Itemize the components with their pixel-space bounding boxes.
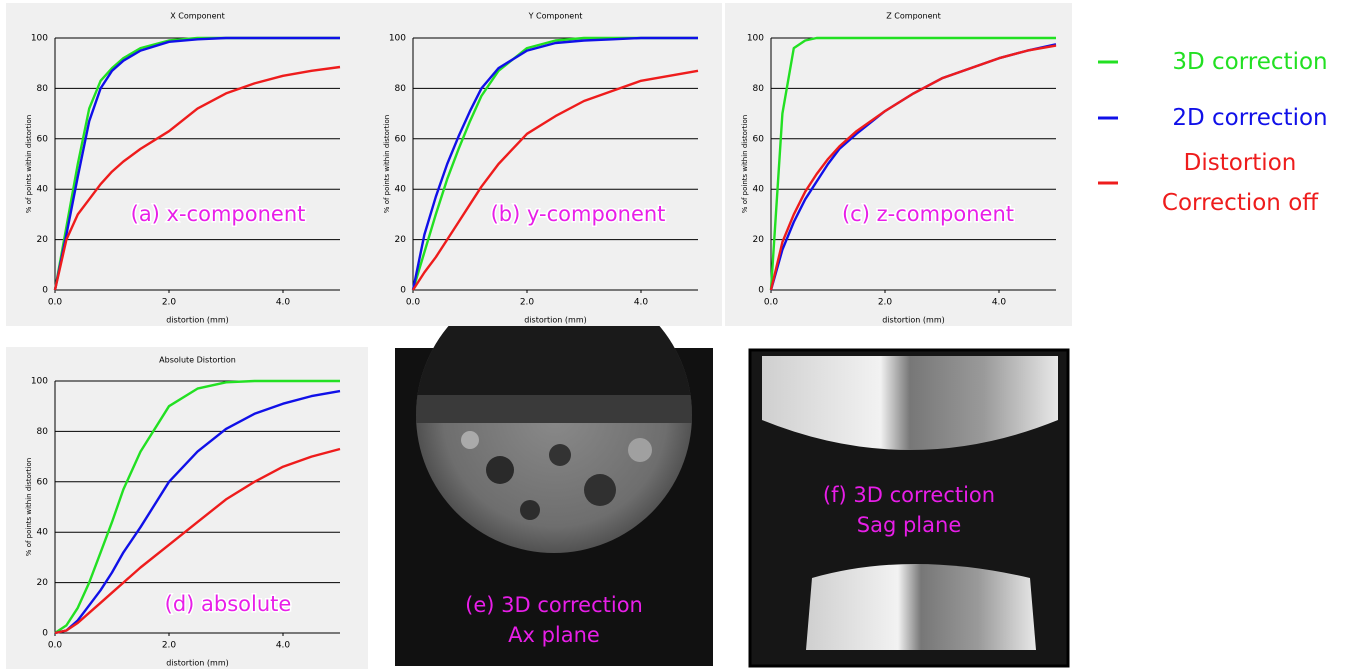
y-tick-label: 0	[758, 286, 764, 296]
panel-background	[6, 3, 368, 326]
legend-label: Distortion Correction off	[1140, 143, 1340, 223]
panel-annotation: (c) z-component	[842, 202, 1014, 226]
y-tick-label: 40	[37, 528, 49, 538]
y-tick-label: 80	[37, 427, 49, 437]
chart-title: Absolute Distortion	[159, 356, 236, 365]
y-tick-label: 20	[37, 235, 49, 245]
y-tick-label: 80	[395, 84, 407, 94]
caption-line: (e) 3D correction	[395, 590, 713, 620]
y-tick-label: 80	[753, 84, 765, 94]
y-tick-label: 100	[747, 34, 764, 44]
y-tick-label: 40	[753, 185, 765, 195]
y-tick-label: 80	[37, 84, 49, 94]
panel-annotation: (d) absolute	[165, 592, 292, 616]
x-tick-label: 4.0	[992, 298, 1007, 308]
caption-line: Ax plane	[395, 620, 713, 650]
x-tick-label: 2.0	[520, 298, 535, 308]
x-axis-label: distortion (mm)	[524, 316, 586, 325]
y-tick-label: 60	[37, 477, 49, 487]
chart-title: Y Component	[528, 12, 583, 21]
y-tick-label: 100	[31, 34, 48, 44]
y-tick-label: 20	[37, 578, 49, 588]
x-tick-label: 4.0	[276, 641, 291, 651]
y-tick-label: 0	[400, 286, 406, 296]
y-tick-label: 60	[37, 134, 49, 144]
y-axis-label: % of points within distortion	[25, 115, 33, 213]
y-tick-label: 60	[395, 134, 407, 144]
y-tick-label: 20	[753, 235, 765, 245]
caption-line: (f) 3D correction	[750, 480, 1068, 510]
y-tick-label: 0	[42, 629, 48, 639]
y-tick-label: 100	[389, 34, 406, 44]
y-axis-label: % of points within distortion	[383, 115, 391, 213]
y-tick-label: 0	[42, 286, 48, 296]
y-axis-label: % of points within distortion	[741, 115, 749, 213]
y-tick-label: 40	[37, 185, 49, 195]
mri-sagittal-lower	[806, 564, 1036, 650]
y-tick-label: 100	[31, 377, 48, 387]
x-tick-label: 4.0	[634, 298, 649, 308]
x-tick-label: 0.0	[764, 298, 779, 308]
figure: X Component distortion (mm) % of points wi…	[0, 0, 1351, 669]
x-axis-label: distortion (mm)	[882, 316, 944, 325]
x-tick-label: 0.0	[406, 298, 421, 308]
x-axis-label: distortion (mm)	[166, 316, 228, 325]
chart-title: X Component	[170, 12, 224, 21]
x-axis-label: distortion (mm)	[166, 659, 228, 668]
chart-title: Z Component	[886, 12, 940, 21]
panel-annotation: (a) x-component	[131, 202, 306, 226]
x-tick-label: 2.0	[162, 298, 177, 308]
panel-annotation: (b) y-component	[491, 202, 666, 226]
x-tick-label: 0.0	[48, 298, 63, 308]
y-axis-label: % of points within distortion	[25, 458, 33, 556]
legend-label: 2D correction	[1140, 98, 1351, 138]
y-tick-label: 40	[395, 185, 407, 195]
x-tick-label: 2.0	[162, 641, 177, 651]
y-tick-label: 20	[395, 235, 407, 245]
y-tick-label: 60	[753, 134, 765, 144]
caption-line: Sag plane	[750, 510, 1068, 540]
x-tick-label: 2.0	[878, 298, 893, 308]
x-tick-label: 0.0	[48, 641, 63, 651]
legend-label: 3D correction	[1140, 42, 1351, 82]
x-tick-label: 4.0	[276, 298, 291, 308]
